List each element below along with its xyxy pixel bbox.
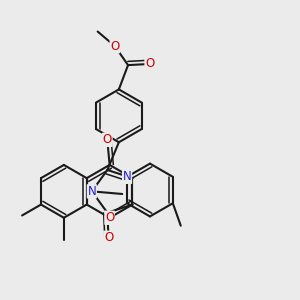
Text: O: O [145, 58, 154, 70]
Text: N: N [88, 185, 96, 198]
Text: O: O [105, 211, 114, 224]
Text: O: O [104, 231, 113, 244]
Text: O: O [110, 40, 119, 52]
Text: O: O [103, 133, 112, 146]
Text: N: N [123, 170, 131, 183]
